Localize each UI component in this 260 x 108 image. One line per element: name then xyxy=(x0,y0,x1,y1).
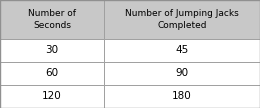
Bar xyxy=(104,39,260,62)
Bar xyxy=(0,85,104,108)
Text: Number of Jumping Jacks
Completed: Number of Jumping Jacks Completed xyxy=(125,9,239,30)
Bar xyxy=(104,0,260,39)
Text: 180: 180 xyxy=(172,91,192,102)
Text: 45: 45 xyxy=(176,45,188,55)
Bar xyxy=(0,62,104,85)
Text: 30: 30 xyxy=(46,45,58,55)
Text: 120: 120 xyxy=(42,91,62,102)
Bar xyxy=(104,62,260,85)
Bar xyxy=(0,0,104,39)
Bar xyxy=(104,85,260,108)
Bar xyxy=(0,39,104,62)
Text: Number of
Seconds: Number of Seconds xyxy=(28,9,76,30)
Text: 60: 60 xyxy=(46,68,58,78)
Text: 90: 90 xyxy=(176,68,188,78)
